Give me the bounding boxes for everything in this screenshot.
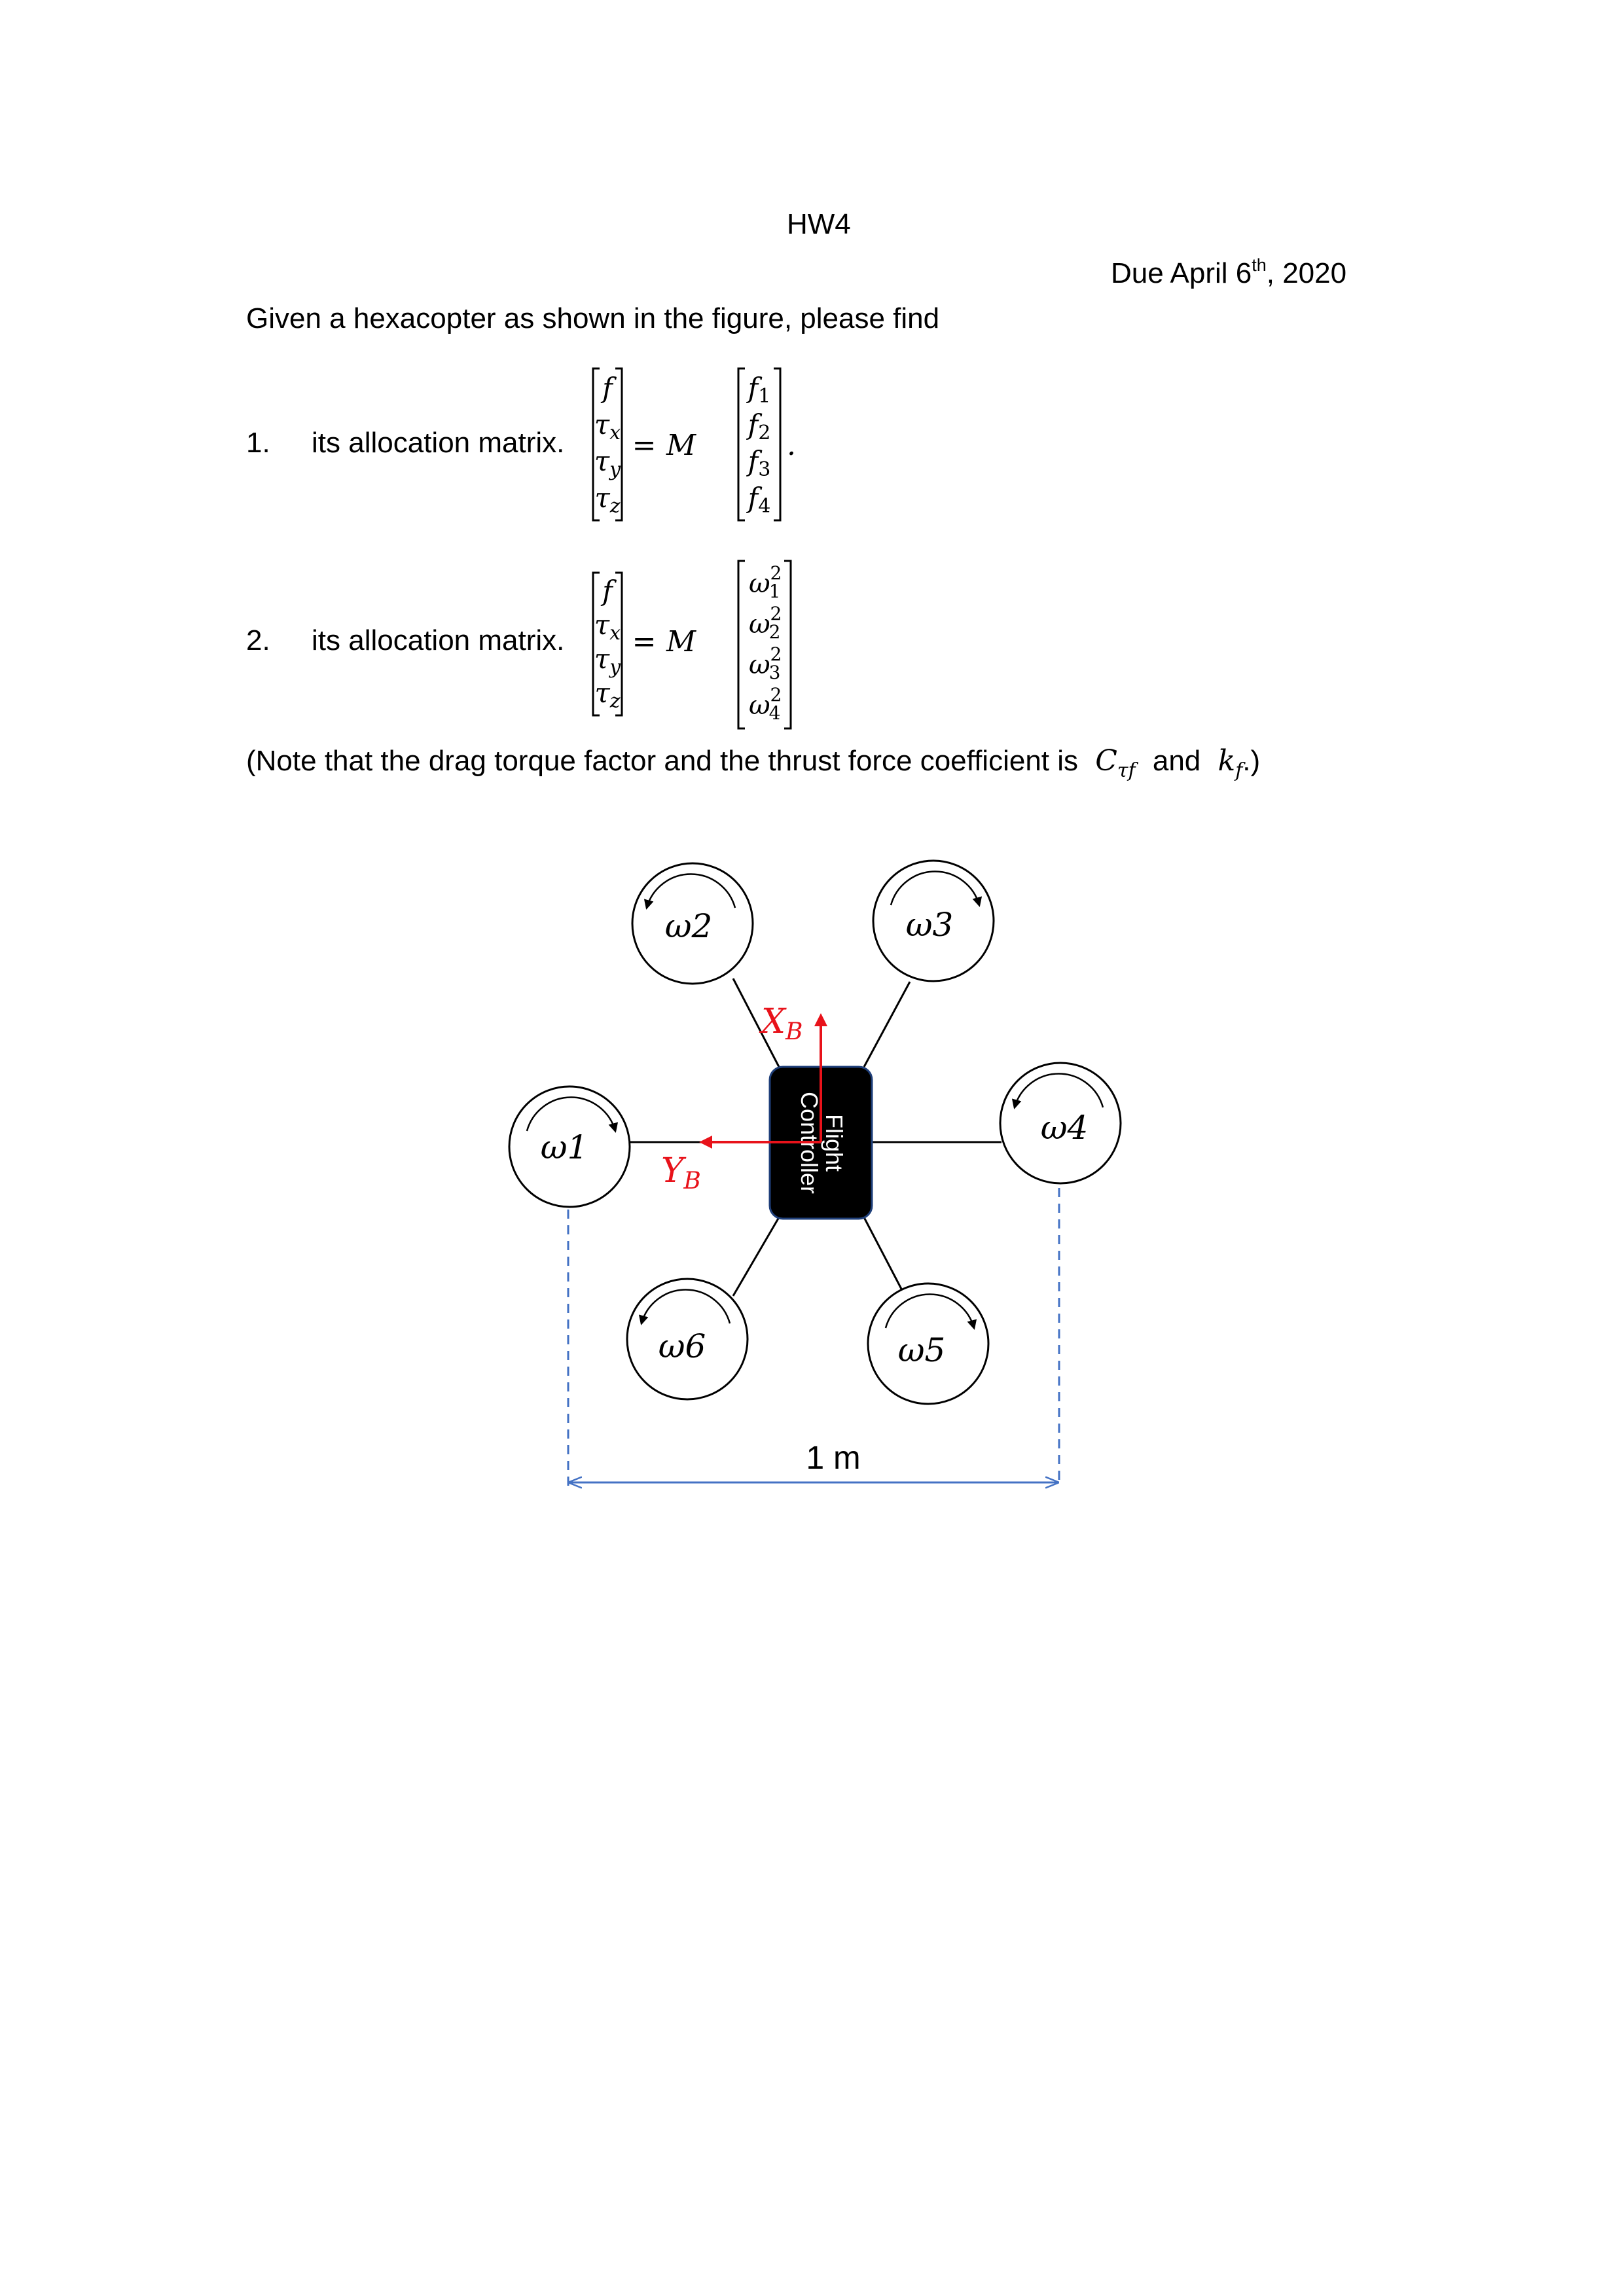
rhs-omega1-sq: ω12 [749,562,782,602]
intro-text: Given a hexacopter as shown in the figur… [246,302,940,334]
rotor-5: ω5 [867,1282,990,1405]
rotor-1-disc [508,1085,631,1208]
rotor-3-spin-arrow [890,870,983,907]
flight-controller-label-1: Flight [821,1114,848,1172]
rotor-6-label: ω6 [659,1327,706,1365]
rotor-6: ω6 [626,1278,749,1401]
rotor-3-disc [872,859,995,982]
arm-5 [863,1217,905,1293]
rotor-6-spin-arrow [638,1289,731,1325]
arm-3 [863,981,911,1067]
rotor-3-label: ω3 [906,906,954,944]
due-date-year: , 2020 [1266,257,1347,289]
rhs-omega4-sq: ω42 [749,684,782,724]
rotor-4-spin-arrow [1011,1073,1104,1109]
matrix-symbol: M [666,625,696,658]
rhs-omega2-sq: ω22 [749,603,782,643]
rotor-5-spin-arrow [884,1293,977,1330]
note-suffix: .) [1242,745,1261,777]
note-prefix: (Note that the drag torque factor and th… [246,745,1079,777]
drag-torque-symbol: Cτf [1095,744,1136,782]
lhs-tau-z: τz [594,677,620,713]
question-2-number: 2. [246,624,270,656]
matrix-symbol: M [666,429,696,462]
x-axis-label: XB [759,1002,803,1045]
rotor-4-disc [999,1062,1122,1185]
lhs-bracket-1 [592,367,623,522]
rotor-2-spin-arrow [643,873,736,910]
rotor-4-label: ω4 [1041,1109,1089,1147]
arm-2 [732,978,780,1067]
rotor-3: ω3 [872,859,995,982]
frame-arms [625,978,1001,1297]
page-title: HW4 [787,208,851,240]
rhs-omega3-sq: ω32 [749,643,782,683]
rotor-2-disc [631,862,754,985]
body-axes: XB YB [661,1002,827,1194]
equals-sign: = [632,429,657,462]
terminal-period: . [787,429,796,462]
rhs-bracket-2 [737,560,792,730]
rhs-bracket-1 [737,367,782,522]
rotor-5-disc [867,1282,990,1405]
question-1-equation: f τx τy τz = M f1 f2 f3 f4 . [592,367,796,522]
equals-sign: = [632,625,657,658]
question-2-equation: f τx τy τz = M ω12 ω22 ω32 ω42 [592,560,792,730]
dimension-label: 1 m [806,1439,860,1476]
rotor-1-label: ω1 [541,1128,588,1166]
note-and: and [1152,745,1201,777]
rotor-4: ω4 [999,1062,1122,1185]
arm-6 [732,1217,780,1297]
rotor-2: ω2 [631,862,754,985]
rotor-2-label: ω2 [665,907,713,945]
question-1-number: 1. [246,427,270,459]
due-date-superscript: th [1252,255,1267,275]
question-1-text: its allocation matrix. [312,427,565,459]
rotor-6-disc [626,1278,749,1401]
dimension-annotation: 1 m [567,1188,1060,1486]
rotor-1-spin-arrow [526,1096,619,1133]
y-axis-label: YB [661,1151,701,1194]
note-text: (Note that the drag torque factor and th… [246,744,1260,782]
due-date-prefix: Due April 6 [1111,257,1252,289]
due-date: Due April 6th, 2020 [1111,255,1346,290]
lhs-bracket-2 [592,571,623,717]
rotor-1: ω1 [508,1085,631,1208]
rotor-5-label: ω5 [898,1331,946,1369]
question-2-text: its allocation matrix. [312,624,565,656]
thrust-coefficient-symbol: kf [1218,744,1243,782]
lhs-tau-x: τx [594,609,621,645]
